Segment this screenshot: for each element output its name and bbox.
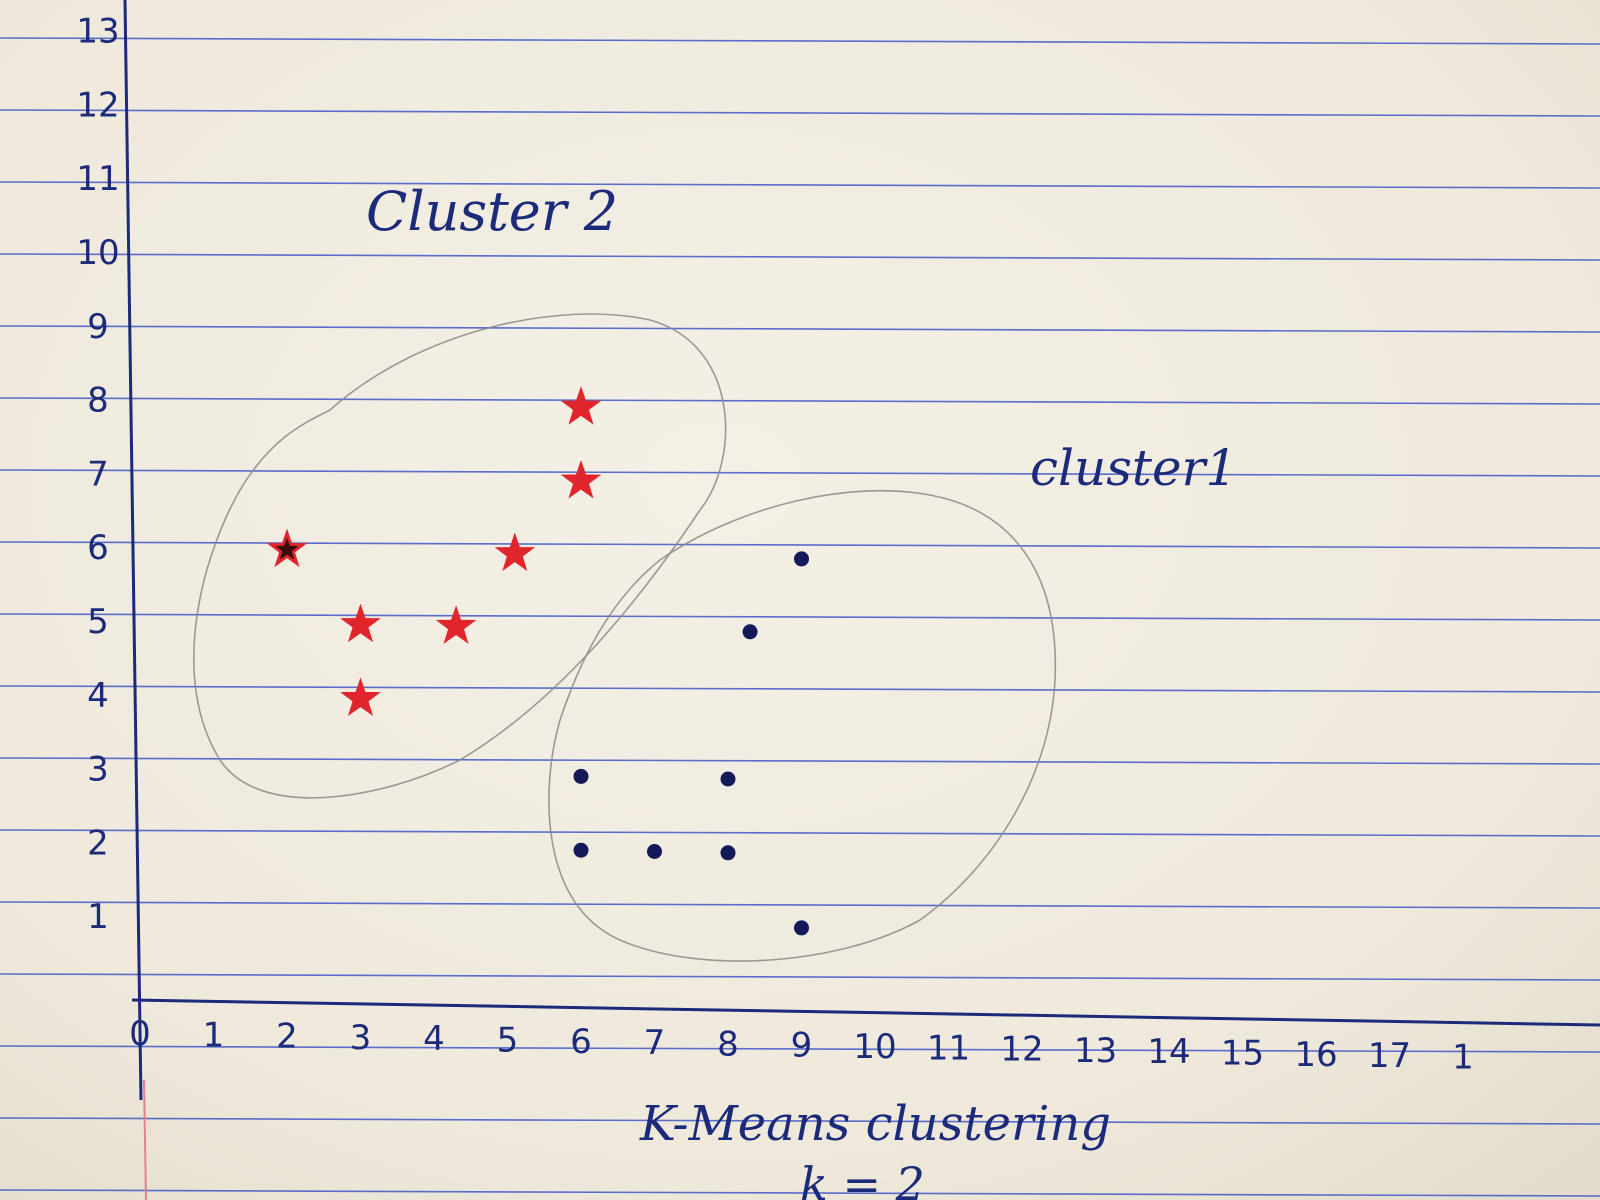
cluster-1-boundary bbox=[548, 489, 1057, 962]
chart-subtitle: k = 2 bbox=[800, 1157, 925, 1200]
x-tick-label: 12 bbox=[1000, 1030, 1043, 1070]
cluster-1-dot-point bbox=[794, 551, 809, 567]
x-tick-label: 4 bbox=[423, 1019, 445, 1059]
ruled-line bbox=[0, 613, 1600, 621]
cluster-2-star-point bbox=[340, 603, 381, 643]
x-tick-label: 2 bbox=[276, 1017, 298, 1057]
x-tick-label: 15 bbox=[1221, 1034, 1264, 1074]
ruled-line bbox=[0, 253, 1600, 261]
x-tick-label: 1 bbox=[203, 1015, 225, 1055]
cluster-1-dot-point bbox=[720, 771, 736, 787]
y-tick-label: 12 bbox=[76, 85, 119, 125]
x-tick-label: 5 bbox=[497, 1021, 519, 1061]
x-tick-label: 6 bbox=[570, 1022, 592, 1062]
x-axis-line bbox=[131, 998, 1600, 1027]
centroid-star bbox=[275, 537, 299, 560]
y-tick-label: 2 bbox=[87, 823, 109, 863]
cluster-1-label: cluster1 bbox=[1030, 439, 1237, 497]
y-tick-label: 11 bbox=[76, 159, 119, 199]
x-tick-label: 9 bbox=[791, 1026, 813, 1066]
ruled-line bbox=[0, 37, 1600, 45]
ruled-line bbox=[0, 973, 1600, 981]
ruled-line bbox=[0, 109, 1600, 117]
ruled-line bbox=[0, 469, 1600, 477]
x-tick-label: 0 bbox=[129, 1014, 151, 1054]
cluster-2-star-point bbox=[494, 532, 536, 572]
y-tick-label: 3 bbox=[87, 750, 109, 790]
ruled-line bbox=[0, 181, 1600, 189]
x-tick-label: 7 bbox=[644, 1023, 666, 1063]
ruled-line bbox=[0, 541, 1600, 549]
ruled-line bbox=[0, 1189, 1600, 1197]
ruled-line bbox=[0, 901, 1600, 909]
chart-title: K-Means clustering bbox=[639, 1096, 1111, 1152]
y-tick-label: 4 bbox=[87, 676, 109, 716]
x-tick-label: 11 bbox=[927, 1028, 970, 1068]
y-tick-label: 10 bbox=[76, 233, 119, 273]
ruled-line bbox=[0, 1117, 1600, 1125]
x-tick-label: 14 bbox=[1147, 1032, 1190, 1072]
margin-line bbox=[143, 1079, 147, 1200]
ruled-line bbox=[0, 685, 1600, 693]
cluster-2-star-point bbox=[560, 459, 602, 499]
cluster-2-boundary bbox=[193, 313, 727, 799]
x-tick-label: 16 bbox=[1294, 1035, 1337, 1075]
cluster-1-dot-point bbox=[573, 842, 589, 858]
cluster-2-star-point bbox=[340, 677, 381, 716]
y-axis-line bbox=[123, 0, 143, 1101]
x-tick-label: 13 bbox=[1074, 1031, 1117, 1071]
x-tick-label: 10 bbox=[853, 1027, 896, 1067]
cluster-2-star-point bbox=[560, 386, 602, 425]
cluster-1-dot-point bbox=[573, 768, 589, 784]
y-tick-label: 9 bbox=[87, 307, 109, 347]
cluster-2-star-point bbox=[435, 605, 477, 644]
x-tick-label: 3 bbox=[350, 1018, 372, 1058]
ruled-line bbox=[0, 757, 1600, 765]
y-tick-label: 13 bbox=[76, 12, 119, 52]
y-tick-label: 5 bbox=[87, 602, 109, 642]
data-points bbox=[266, 386, 809, 936]
y-tick-label: 6 bbox=[87, 528, 109, 568]
ruled-line bbox=[0, 325, 1600, 333]
x-tick-label: 17 bbox=[1368, 1036, 1411, 1076]
ruled-line bbox=[0, 397, 1600, 405]
cluster-1-dot-point bbox=[647, 844, 662, 859]
ruled-lines bbox=[0, 37, 1600, 1197]
x-tick-label: 1 bbox=[1452, 1037, 1474, 1077]
y-tick-label: 8 bbox=[87, 381, 109, 421]
cluster-2-label: Cluster 2 bbox=[366, 180, 618, 243]
ruled-line bbox=[0, 829, 1600, 837]
cluster-1-dot-point bbox=[794, 920, 809, 936]
y-tick-label: 1 bbox=[87, 897, 109, 937]
cluster-1-dot-point bbox=[720, 845, 736, 861]
x-tick-labels: 0 1 2 3 4 5 6 7 8 9 10 11 12 13 14 15 16 17 1 bbox=[129, 1014, 1474, 1077]
cluster-1-dot-point bbox=[742, 624, 758, 640]
x-tick-label: 8 bbox=[717, 1024, 739, 1064]
ruled-line bbox=[0, 1045, 1600, 1053]
y-tick-label: 7 bbox=[87, 454, 109, 494]
